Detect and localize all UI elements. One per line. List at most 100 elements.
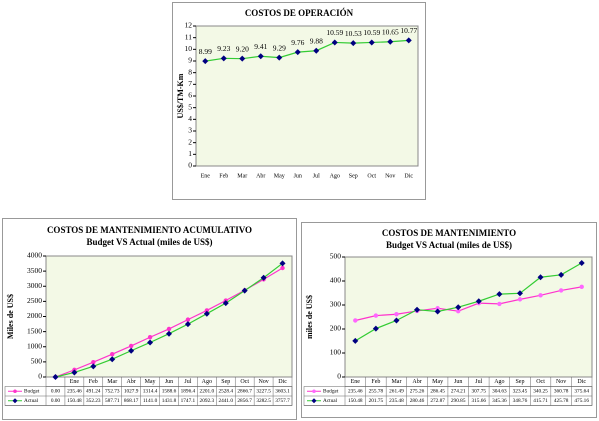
marker [558, 288, 564, 293]
marker [455, 304, 462, 311]
y-tick-label: 0 [337, 372, 341, 381]
x-tick-label: Ene [201, 173, 211, 179]
y-tick-label: 6 [188, 91, 192, 100]
table-value: 2092.3 [200, 398, 215, 404]
legend-label: Actual [24, 398, 39, 404]
table-value: 0.00 [51, 388, 61, 394]
x-tick-label: Jul [184, 379, 191, 385]
marker [294, 49, 301, 56]
table-value: 2528.4 [218, 388, 233, 394]
y-axis-label: US$/TM-Km [176, 73, 185, 118]
table-value: 587.71 [105, 398, 120, 404]
y-tick-label: 8 [188, 67, 192, 76]
table-value: 235.48 [389, 398, 404, 404]
table-value: 1896.4 [181, 388, 196, 394]
y-tick-label: 500 [31, 357, 43, 366]
data-label: 8.99 [199, 47, 212, 56]
table-value: 272.87 [430, 398, 445, 404]
x-tick-label: Ene [351, 379, 361, 385]
table-value: 1747.1 [181, 398, 196, 404]
legend-label: Budget [323, 388, 339, 394]
marker [128, 347, 135, 354]
marker [91, 359, 96, 365]
y-tick-label: 3 [188, 126, 192, 135]
y-tick-label: 9 [188, 56, 192, 65]
marker [414, 306, 421, 313]
marker [257, 53, 264, 60]
marker [353, 318, 358, 323]
marker [241, 287, 248, 294]
x-tick-label: May [145, 379, 156, 385]
table-value: 304.63 [492, 388, 507, 394]
marker [204, 308, 210, 313]
table-value: 415.71 [533, 398, 548, 404]
x-tick-label: Nov [258, 379, 268, 385]
data-label: 10.53 [345, 29, 362, 38]
marker [373, 313, 379, 318]
marker [538, 293, 543, 298]
marker [393, 317, 400, 324]
marker [71, 369, 78, 376]
legend-marker [12, 398, 18, 404]
x-tick-label: Jun [165, 379, 173, 385]
y-axis-label: miles de US$ [305, 295, 314, 339]
plot-area [195, 25, 419, 167]
y-tick-label: 12 [185, 21, 193, 30]
y-tick-label: 0 [188, 161, 192, 170]
table-value: 261.49 [389, 388, 404, 394]
y-tick-label: 11 [185, 32, 192, 41]
table-value: 475.16 [574, 398, 589, 404]
x-tick-label: Feb [219, 173, 228, 179]
y-tick-label: 2000 [27, 311, 42, 320]
plot-area [45, 255, 293, 378]
x-tick-label: Dic [278, 379, 287, 385]
table-value: 868.17 [124, 398, 139, 404]
chart-subtitle: Budget VS Actual (miles de US$) [86, 237, 212, 247]
x-tick-label: Oct [536, 379, 545, 385]
table-value: 348.76 [513, 398, 528, 404]
marker [387, 38, 394, 45]
x-tick-label: Sep [221, 379, 230, 385]
table-value: 0.00 [51, 398, 61, 404]
y-tick-label: 4 [188, 114, 192, 123]
y-tick-label: 4000 [27, 251, 42, 260]
x-tick-label: Abr [126, 379, 135, 385]
marker [578, 259, 585, 266]
plot-area [344, 256, 593, 378]
y-axis-label: Miles de US$ [6, 294, 15, 339]
marker [456, 308, 461, 314]
y-tick-label: 5 [188, 102, 192, 111]
table-value: 345.36 [492, 398, 507, 404]
legend-marker [312, 389, 316, 394]
data-label: 10.65 [382, 27, 399, 36]
table-value: 274.21 [451, 388, 466, 394]
legend-label: Actual [323, 398, 338, 404]
table-value: 3227.5 [256, 388, 271, 394]
table-value: 286.45 [430, 388, 445, 394]
y-tick-label: 3500 [27, 266, 42, 275]
table-value: 201.75 [369, 398, 384, 404]
series-line [354, 262, 583, 342]
table-value: 307.75 [472, 388, 487, 394]
marker [222, 300, 229, 307]
data-label: 9.88 [310, 36, 323, 45]
y-tick-label: 3000 [27, 281, 42, 290]
y-tick-label: 200 [330, 324, 342, 333]
marker [496, 291, 503, 298]
x-tick-label: May [432, 379, 443, 385]
marker [394, 312, 399, 317]
marker [279, 260, 286, 267]
table-value: 150.48 [348, 398, 363, 404]
x-tick-label: Abr [412, 379, 421, 385]
x-tick-label: Jun [294, 173, 302, 179]
x-tick-label: Oct [367, 173, 376, 179]
x-tick-label: Sep [515, 379, 524, 385]
marker [313, 47, 320, 54]
marker [203, 310, 210, 317]
table-value: 491.24 [86, 388, 101, 394]
table-value: 275.26 [410, 388, 425, 394]
marker [434, 308, 441, 315]
series-line [205, 39, 409, 62]
marker [368, 39, 375, 46]
x-tick-label: May [274, 173, 285, 179]
